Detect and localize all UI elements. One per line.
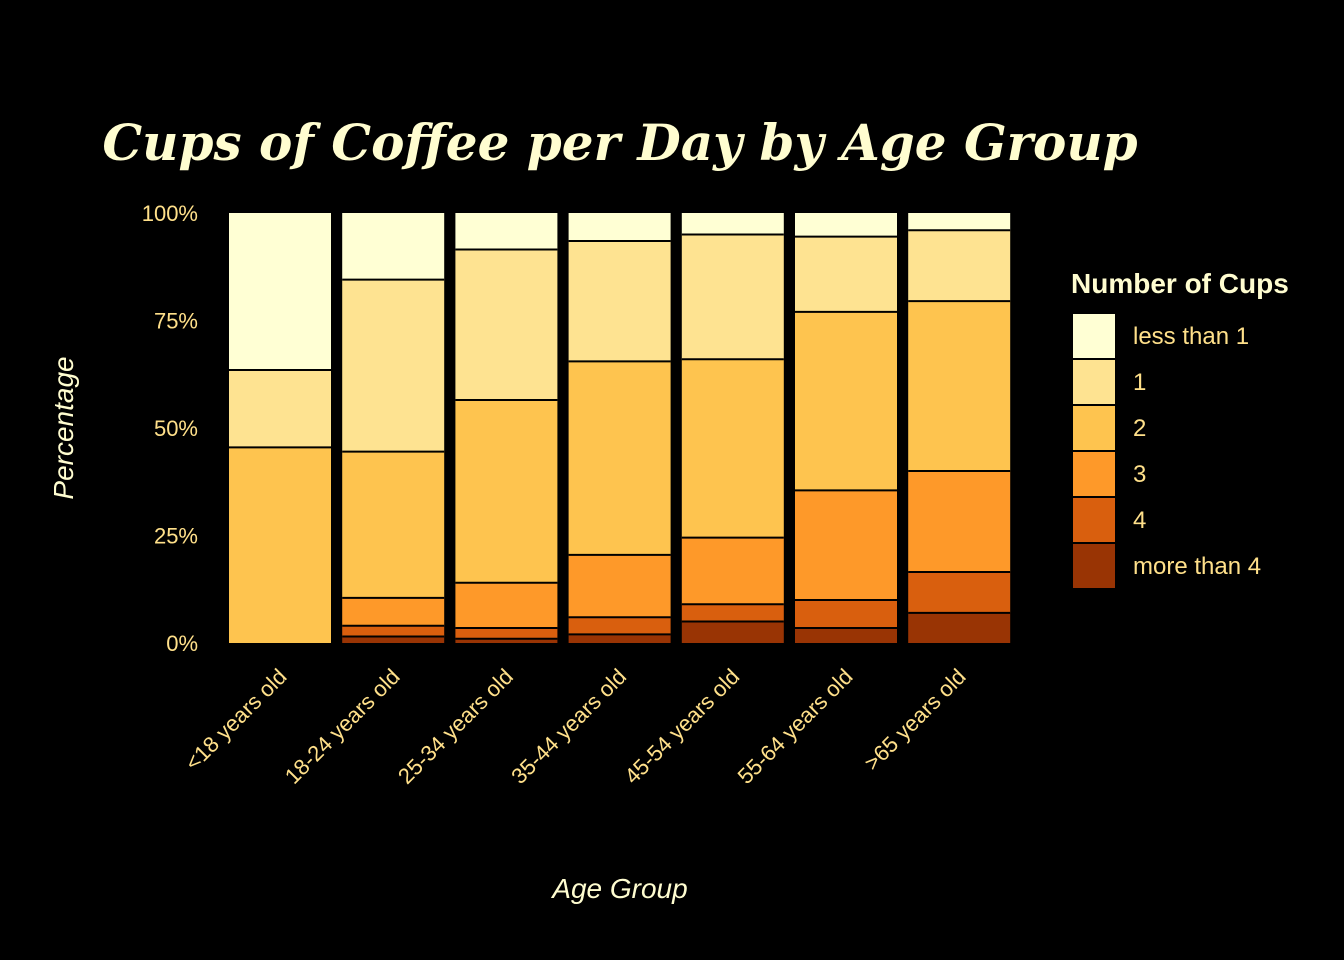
legend-label: 3 bbox=[1133, 461, 1146, 488]
bar-segment bbox=[795, 236, 897, 312]
bar-segment bbox=[455, 213, 558, 250]
bar-segment bbox=[229, 447, 331, 643]
x-tick-label: 25-34 years old bbox=[393, 664, 518, 789]
legend-label: 4 bbox=[1133, 507, 1146, 534]
legend-label: 1 bbox=[1133, 369, 1146, 396]
bar-segment bbox=[681, 234, 784, 360]
x-tick-label: <18 years old bbox=[180, 664, 292, 776]
legend-swatch bbox=[1073, 314, 1115, 358]
legend: Number of Cups less than 1 1 2 3 4 more than … bbox=[1071, 268, 1289, 588]
chart-title: Cups of Coffee per Day by Age Group bbox=[102, 113, 1137, 172]
x-tick-label: 55-64 years old bbox=[733, 664, 858, 789]
bar-segment bbox=[908, 213, 1011, 231]
x-tick-label: 35-44 years old bbox=[506, 664, 631, 789]
x-tick-label: >65 years old bbox=[859, 664, 971, 776]
bar-segment bbox=[681, 604, 784, 622]
legend-swatch bbox=[1073, 498, 1115, 542]
legend-label: less than 1 bbox=[1133, 323, 1249, 350]
plot-area bbox=[229, 213, 1011, 643]
legend-label: 2 bbox=[1133, 415, 1146, 442]
y-tick-label: 75% bbox=[154, 309, 198, 334]
y-axis-title: Percentage bbox=[48, 356, 79, 499]
bar-segment bbox=[795, 627, 897, 643]
bar-segment bbox=[455, 638, 558, 643]
legend-swatch bbox=[1073, 452, 1115, 496]
bar-segment bbox=[568, 554, 671, 618]
bar-segment bbox=[908, 301, 1011, 471]
bar-segment bbox=[455, 627, 558, 639]
legend-swatch bbox=[1073, 544, 1115, 588]
bar-segment bbox=[795, 213, 897, 237]
bar-segment bbox=[455, 582, 558, 628]
bar-segment bbox=[229, 213, 331, 370]
bar-segment bbox=[342, 625, 445, 637]
bar-segment bbox=[568, 240, 671, 362]
bar-segment bbox=[908, 471, 1011, 573]
bar-segment bbox=[342, 597, 445, 626]
bar-segment bbox=[342, 279, 445, 452]
bar-segment bbox=[455, 400, 558, 583]
bar-segment bbox=[568, 213, 671, 241]
y-tick-label: 50% bbox=[154, 416, 198, 441]
y-axis-ticks: 0% 25% 50% 75% 100% bbox=[142, 201, 198, 656]
bar-segment bbox=[568, 617, 671, 635]
y-tick-label: 100% bbox=[142, 201, 198, 226]
bar-segment bbox=[681, 621, 784, 643]
bar-segment bbox=[681, 213, 784, 235]
bar-segment bbox=[795, 311, 897, 491]
bar-segment bbox=[342, 636, 445, 643]
legend-label: more than 4 bbox=[1133, 553, 1261, 580]
x-axis-title: Age Group bbox=[550, 873, 687, 904]
y-tick-label: 0% bbox=[166, 631, 198, 656]
bar-segment bbox=[342, 213, 445, 280]
x-tick-label: 18-24 years old bbox=[280, 664, 405, 789]
bar-segment bbox=[229, 369, 331, 448]
bar-segment bbox=[795, 600, 897, 628]
bar-segment bbox=[908, 230, 1011, 302]
bar-segment bbox=[342, 451, 445, 598]
y-tick-label: 25% bbox=[154, 524, 198, 549]
legend-swatch bbox=[1073, 360, 1115, 404]
bar-segment bbox=[908, 612, 1011, 643]
bar-segment bbox=[568, 634, 671, 643]
legend-swatch bbox=[1073, 406, 1115, 450]
x-tick-label: 45-54 years old bbox=[619, 664, 744, 789]
legend-title: Number of Cups bbox=[1071, 268, 1289, 299]
bar-segment bbox=[908, 572, 1011, 613]
bar-segment bbox=[455, 249, 558, 401]
bar-segment bbox=[681, 537, 784, 605]
bar-segment bbox=[681, 359, 784, 538]
bar-segment bbox=[795, 490, 897, 600]
bar-segment bbox=[568, 361, 671, 555]
